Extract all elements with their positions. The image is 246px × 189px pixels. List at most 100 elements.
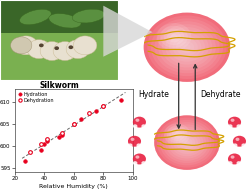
Hydration xyxy=(23,160,27,163)
Circle shape xyxy=(164,29,184,45)
Circle shape xyxy=(168,127,206,159)
Dehydration xyxy=(87,111,91,114)
Circle shape xyxy=(165,30,209,65)
Circle shape xyxy=(182,138,192,147)
Circle shape xyxy=(179,136,195,149)
Circle shape xyxy=(128,136,141,147)
Hydration xyxy=(60,133,64,136)
Circle shape xyxy=(160,120,214,165)
Circle shape xyxy=(172,130,182,139)
Dehydration xyxy=(28,151,31,154)
Circle shape xyxy=(162,27,212,67)
Text: (Bombyx mori): (Bombyx mori) xyxy=(35,97,83,102)
Circle shape xyxy=(241,143,246,147)
Circle shape xyxy=(133,117,146,128)
Bar xyxy=(0,0,118,80)
Polygon shape xyxy=(103,6,153,57)
Circle shape xyxy=(164,123,190,145)
Ellipse shape xyxy=(49,14,81,28)
Ellipse shape xyxy=(72,9,105,23)
Circle shape xyxy=(133,124,138,128)
Circle shape xyxy=(68,45,73,49)
Circle shape xyxy=(228,117,241,128)
Circle shape xyxy=(236,124,241,128)
Circle shape xyxy=(233,143,237,147)
Circle shape xyxy=(170,34,177,40)
Circle shape xyxy=(157,23,191,51)
Dehydration xyxy=(60,131,64,134)
Dehydration xyxy=(45,138,49,141)
Text: Hydrate: Hydrate xyxy=(138,90,169,99)
Circle shape xyxy=(233,136,246,147)
Circle shape xyxy=(133,161,138,165)
Circle shape xyxy=(136,155,139,159)
X-axis label: Relative Humidity (%): Relative Humidity (%) xyxy=(39,184,108,189)
Circle shape xyxy=(128,143,133,147)
Bar xyxy=(0,0,118,33)
Circle shape xyxy=(151,18,223,76)
Hydration xyxy=(79,118,83,121)
Hydration xyxy=(57,136,61,139)
Circle shape xyxy=(174,132,180,137)
Hydration xyxy=(119,98,123,101)
Legend: Hydration, Dehydration: Hydration, Dehydration xyxy=(17,91,54,103)
Circle shape xyxy=(141,161,146,165)
Hydration xyxy=(101,105,105,108)
Hydration xyxy=(72,122,76,125)
Hydration xyxy=(94,109,98,112)
Circle shape xyxy=(162,122,212,163)
Circle shape xyxy=(167,126,188,143)
Circle shape xyxy=(235,138,239,141)
Circle shape xyxy=(176,39,198,56)
Circle shape xyxy=(154,21,219,73)
Circle shape xyxy=(131,138,135,141)
Circle shape xyxy=(27,40,51,59)
Circle shape xyxy=(160,26,188,48)
Circle shape xyxy=(144,13,230,82)
Circle shape xyxy=(169,128,185,141)
Circle shape xyxy=(173,131,201,154)
Circle shape xyxy=(180,41,194,53)
Bar xyxy=(0,0,118,80)
Circle shape xyxy=(40,42,64,60)
Circle shape xyxy=(228,161,232,165)
Circle shape xyxy=(144,13,230,82)
Circle shape xyxy=(169,33,205,62)
Circle shape xyxy=(183,44,191,50)
Circle shape xyxy=(157,118,217,168)
Circle shape xyxy=(53,42,77,60)
Hydration xyxy=(42,142,46,145)
Circle shape xyxy=(236,161,241,165)
Dehydration xyxy=(72,122,76,125)
Circle shape xyxy=(231,155,234,159)
Circle shape xyxy=(154,115,220,170)
Circle shape xyxy=(184,140,190,145)
Circle shape xyxy=(11,37,32,54)
Ellipse shape xyxy=(20,9,51,25)
Circle shape xyxy=(158,24,216,70)
Dehydration xyxy=(101,105,105,108)
Text: Dehydrate: Dehydrate xyxy=(200,90,240,99)
Circle shape xyxy=(14,36,38,55)
Hydration xyxy=(39,149,43,152)
Circle shape xyxy=(228,124,232,128)
Circle shape xyxy=(147,15,227,79)
Circle shape xyxy=(73,36,97,55)
Circle shape xyxy=(136,119,139,122)
Circle shape xyxy=(133,153,146,164)
Circle shape xyxy=(154,115,220,170)
Circle shape xyxy=(172,36,201,59)
Hydration xyxy=(45,140,49,143)
Dehydration xyxy=(39,142,43,145)
Circle shape xyxy=(137,143,141,147)
Text: Silkworm: Silkworm xyxy=(39,81,79,90)
Circle shape xyxy=(228,153,241,164)
Circle shape xyxy=(176,133,198,152)
Circle shape xyxy=(66,40,90,59)
Circle shape xyxy=(170,129,203,156)
Circle shape xyxy=(165,124,209,161)
Circle shape xyxy=(141,124,146,128)
Circle shape xyxy=(54,46,59,50)
Circle shape xyxy=(231,119,234,122)
Circle shape xyxy=(167,31,181,42)
